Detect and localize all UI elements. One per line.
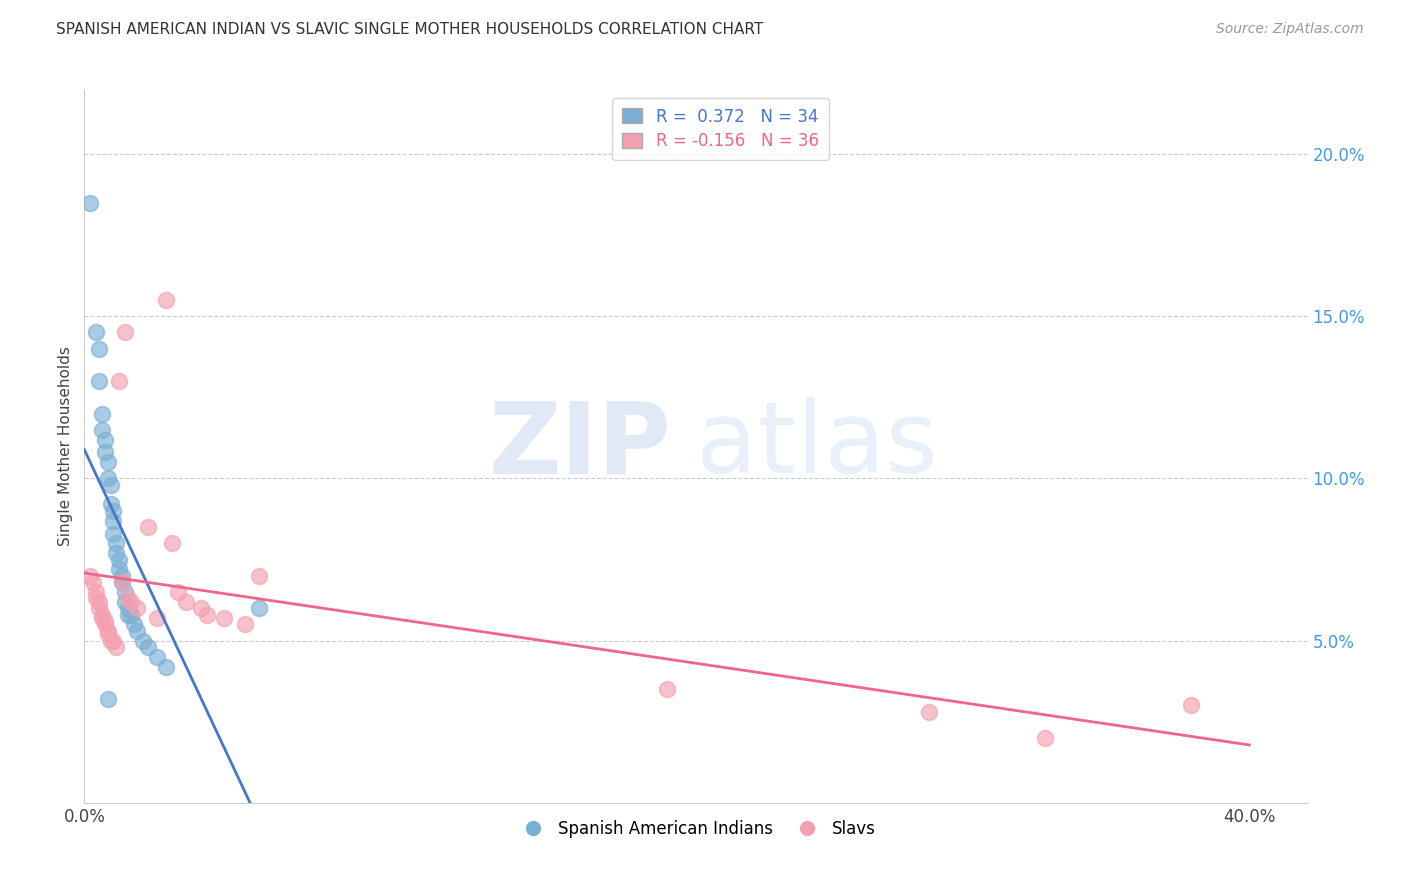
Point (138, 640, 160, 654)
Point (247, 601, 270, 615)
Point (84, 326, 107, 340)
Point (1180, 698, 1202, 713)
Point (155, 293, 177, 307)
Point (111, 568, 134, 582)
Point (100, 633, 122, 648)
Point (100, 478, 122, 492)
Point (131, 633, 153, 648)
Point (108, 374, 131, 388)
Point (84, 585, 107, 599)
Point (117, 601, 139, 615)
Text: SPANISH AMERICAN INDIAN VS SLAVIC SINGLE MOTHER HOUSEHOLDS CORRELATION CHART: SPANISH AMERICAN INDIAN VS SLAVIC SINGLE… (56, 22, 763, 37)
Point (97, 627, 120, 641)
Point (103, 504, 125, 518)
Point (655, 682, 678, 697)
Point (117, 591, 139, 606)
Point (233, 617, 256, 632)
Point (103, 514, 125, 528)
Point (97, 455, 120, 469)
Point (108, 562, 131, 576)
Legend: Spanish American Indians, Slavs: Spanish American Indians, Slavs (510, 814, 882, 845)
Point (125, 624, 148, 638)
Point (97, 624, 120, 638)
Point (166, 585, 188, 599)
Point (90, 423, 112, 437)
Point (212, 611, 235, 625)
Point (174, 595, 197, 609)
Point (146, 611, 169, 625)
Point (82, 575, 104, 590)
Point (155, 659, 177, 673)
Point (79, 195, 101, 210)
Point (103, 633, 125, 648)
Point (105, 546, 128, 560)
Y-axis label: Single Mother Households: Single Mother Households (58, 346, 73, 546)
Point (114, 585, 136, 599)
Point (114, 326, 136, 340)
Point (93, 445, 115, 459)
Point (117, 607, 139, 622)
Point (190, 601, 212, 615)
Point (114, 595, 136, 609)
Point (97, 471, 120, 485)
Point (120, 595, 142, 609)
Point (87, 374, 110, 388)
Point (108, 552, 131, 566)
Point (90, 407, 112, 421)
Point (105, 640, 128, 654)
Point (120, 607, 142, 622)
Point (93, 614, 115, 628)
Point (1035, 731, 1057, 745)
Point (90, 611, 112, 625)
Point (105, 536, 128, 550)
Point (93, 617, 115, 632)
Point (146, 649, 169, 664)
Point (100, 497, 122, 511)
Point (103, 526, 125, 541)
Point (111, 575, 134, 590)
Point (79, 568, 101, 582)
Point (87, 342, 110, 356)
Point (93, 433, 115, 447)
Point (87, 595, 110, 609)
Point (111, 575, 134, 590)
Text: ZIP: ZIP (489, 398, 672, 494)
Point (90, 607, 112, 622)
Point (195, 607, 218, 622)
Point (97, 692, 120, 706)
Point (138, 520, 160, 534)
Point (122, 617, 145, 632)
Point (84, 591, 107, 606)
Point (918, 705, 941, 719)
Text: atlas: atlas (696, 398, 938, 494)
Point (247, 568, 270, 582)
Point (87, 601, 110, 615)
Text: Source: ZipAtlas.com: Source: ZipAtlas.com (1216, 22, 1364, 37)
Point (160, 536, 183, 550)
Point (125, 601, 148, 615)
